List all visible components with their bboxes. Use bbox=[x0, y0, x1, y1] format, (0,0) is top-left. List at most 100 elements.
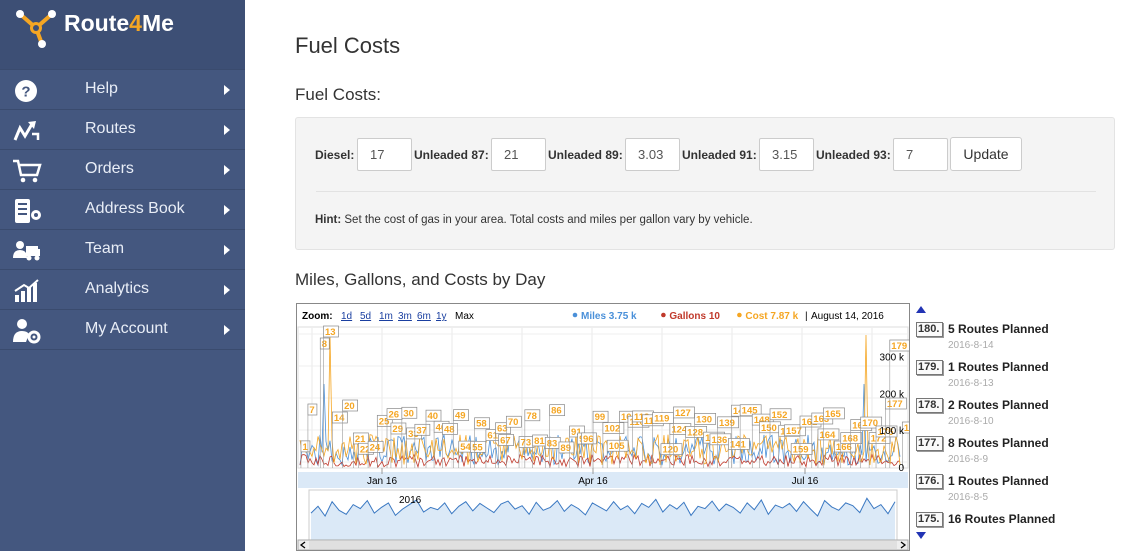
zoom-option-5d[interactable]: 5d bbox=[360, 311, 371, 322]
flag-marker[interactable] bbox=[342, 399, 359, 412]
flag-marker[interactable] bbox=[790, 443, 813, 455]
flag-label: 164 bbox=[819, 430, 836, 441]
y-tick-label: 300 k bbox=[880, 352, 905, 363]
flag-marker[interactable] bbox=[581, 432, 597, 445]
flag-label: 180 bbox=[904, 423, 909, 434]
sidebar-item-address-book[interactable]: Address Book bbox=[0, 189, 245, 229]
hint-text: Hint: Set the cost of gas in your area. … bbox=[315, 214, 753, 226]
scroll-left-icon[interactable] bbox=[299, 541, 306, 549]
routes-icon bbox=[13, 121, 40, 141]
flag-marker[interactable] bbox=[376, 414, 393, 427]
flag-marker[interactable] bbox=[442, 423, 458, 435]
flag-marker[interactable] bbox=[660, 443, 683, 456]
sidebar-item-my-account[interactable]: My Account bbox=[0, 309, 245, 349]
flag-label: 83 bbox=[547, 438, 558, 449]
flag-marker[interactable] bbox=[592, 410, 609, 423]
flag-marker[interactable] bbox=[739, 404, 762, 417]
flag-marker[interactable] bbox=[860, 416, 883, 429]
flag-marker[interactable] bbox=[875, 425, 898, 438]
flag-label: 163 bbox=[813, 414, 829, 425]
flag-marker[interactable] bbox=[885, 397, 907, 410]
flag-marker[interactable] bbox=[889, 339, 909, 352]
chevron-right-icon bbox=[224, 165, 230, 175]
annotation-date: 2016-8-9 bbox=[948, 454, 989, 465]
flag-marker[interactable] bbox=[717, 416, 739, 429]
sidebar-item-analytics[interactable]: Analytics bbox=[0, 269, 245, 309]
zoom-option-1y[interactable]: 1y bbox=[436, 311, 447, 322]
flag-marker[interactable] bbox=[524, 409, 541, 422]
flag-marker[interactable] bbox=[558, 441, 575, 454]
logo[interactable]: Route4Me bbox=[0, 0, 245, 70]
legend-item: Miles 3.75 k bbox=[581, 311, 637, 322]
flag-marker[interactable] bbox=[425, 409, 442, 422]
flag-marker[interactable] bbox=[673, 406, 695, 419]
flag-marker[interactable] bbox=[840, 432, 863, 444]
unleaded-87-input[interactable]: 21 bbox=[491, 138, 546, 171]
flag-label: 48 bbox=[444, 424, 455, 435]
flag-marker[interactable] bbox=[569, 425, 585, 438]
flag-label: 110 bbox=[629, 417, 644, 428]
annotation-date: 2016-8-10 bbox=[948, 416, 994, 427]
flag-marker[interactable] bbox=[694, 413, 717, 425]
zoom-option-Max[interactable]: Max bbox=[455, 311, 474, 322]
flag-marker[interactable] bbox=[300, 440, 311, 453]
fuel-section-title: Fuel Costs: bbox=[295, 85, 381, 104]
brand-name: Route4Me bbox=[64, 10, 174, 36]
flag-marker[interactable] bbox=[474, 417, 490, 430]
flag-marker[interactable] bbox=[784, 424, 806, 437]
sidebar-item-routes[interactable]: Routes bbox=[0, 109, 245, 149]
unleaded-89-input[interactable]: 3.03 bbox=[625, 138, 680, 171]
annotation-number: 179. bbox=[916, 360, 943, 375]
flag-marker[interactable] bbox=[401, 406, 418, 419]
flag-marker[interactable] bbox=[323, 325, 339, 338]
sidebar-item-orders[interactable]: Orders bbox=[0, 149, 245, 189]
flag-marker[interactable] bbox=[549, 404, 565, 417]
chevron-right-icon bbox=[224, 205, 230, 215]
flag-marker[interactable] bbox=[453, 409, 469, 422]
flag-label: 30 bbox=[403, 408, 414, 419]
chart-section-title: Miles, Gallons, and Costs by Day bbox=[295, 270, 546, 289]
diesel-input[interactable]: 17 bbox=[357, 138, 412, 171]
sidebar-item-help[interactable]: ? Help bbox=[0, 69, 245, 109]
flag-label: 54 bbox=[460, 442, 471, 453]
flag-marker[interactable] bbox=[728, 438, 750, 450]
sidebar-item-team[interactable]: Team bbox=[0, 229, 245, 269]
flag-marker[interactable] bbox=[414, 423, 431, 436]
annotations-scroll-down-icon[interactable] bbox=[916, 532, 926, 539]
scroll-right-icon[interactable] bbox=[900, 541, 907, 549]
flag-marker[interactable] bbox=[505, 415, 522, 428]
zoom-option-1d[interactable]: 1d bbox=[341, 311, 352, 322]
flag-marker[interactable] bbox=[817, 428, 840, 441]
flag-marker[interactable] bbox=[367, 441, 384, 453]
legend-separator: | bbox=[805, 311, 808, 322]
annotation-date: 2016-8-5 bbox=[948, 492, 989, 503]
flag-marker[interactable] bbox=[901, 421, 909, 434]
zoom-option-1m[interactable]: 1m bbox=[379, 311, 393, 322]
flag-label: 159 bbox=[793, 445, 809, 456]
annotations-scroll-up-icon[interactable] bbox=[916, 306, 926, 313]
flag-marker[interactable] bbox=[823, 407, 845, 420]
panel-divider bbox=[316, 191, 1096, 192]
scrollbar-thumb[interactable] bbox=[309, 541, 897, 549]
flag-marker[interactable] bbox=[390, 422, 407, 435]
flag-label: 172 bbox=[871, 434, 887, 445]
x-tick-label: Apr 16 bbox=[578, 476, 608, 487]
diesel-label: Diesel: bbox=[315, 148, 355, 162]
flag-marker[interactable] bbox=[319, 337, 330, 350]
flag-marker[interactable] bbox=[331, 411, 348, 424]
flag-marker[interactable] bbox=[769, 408, 792, 421]
flag-marker[interactable] bbox=[307, 403, 318, 416]
y-tick-label: 100 k bbox=[880, 426, 905, 437]
flag-label: 119 bbox=[654, 414, 669, 425]
sidebar-item-label: Analytics bbox=[85, 280, 150, 297]
x-tick-label: Jan 16 bbox=[367, 476, 397, 487]
hint-body: Set the cost of gas in your area. Total … bbox=[341, 214, 753, 226]
unleaded-91-input[interactable]: 3.15 bbox=[759, 138, 814, 171]
flag-marker[interactable] bbox=[602, 422, 625, 434]
zoom-option-6m[interactable]: 6m bbox=[417, 311, 431, 322]
flag-marker[interactable] bbox=[495, 422, 511, 435]
unleaded-93-input[interactable]: 7 bbox=[893, 138, 948, 171]
zoom-option-3m[interactable]: 3m bbox=[398, 311, 412, 322]
timeline-chart: Zoom: 1d 5d 1m 3m 6m 1y Max Miles 3.75 k Gallon… bbox=[296, 303, 910, 551]
update-button[interactable]: Update bbox=[950, 137, 1022, 171]
